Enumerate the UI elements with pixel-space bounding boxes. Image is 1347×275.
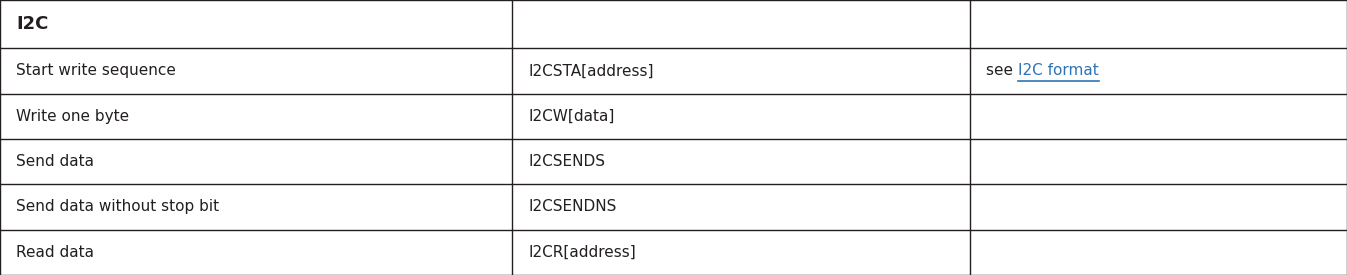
Text: I2C: I2C [16,15,48,33]
Text: Read data: Read data [16,245,94,260]
Text: Send data without stop bit: Send data without stop bit [16,199,220,214]
Text: I2CR[address]: I2CR[address] [528,245,636,260]
Text: I2CSENDS: I2CSENDS [528,154,605,169]
Text: I2C format: I2C format [1018,63,1099,78]
Text: Start write sequence: Start write sequence [16,63,176,78]
Text: see: see [986,63,1018,78]
Text: Write one byte: Write one byte [16,109,129,124]
Text: Send data: Send data [16,154,94,169]
Text: I2CW[data]: I2CW[data] [528,109,614,124]
Text: I2CSENDNS: I2CSENDNS [528,199,617,214]
Text: I2CSTA[address]: I2CSTA[address] [528,63,653,78]
